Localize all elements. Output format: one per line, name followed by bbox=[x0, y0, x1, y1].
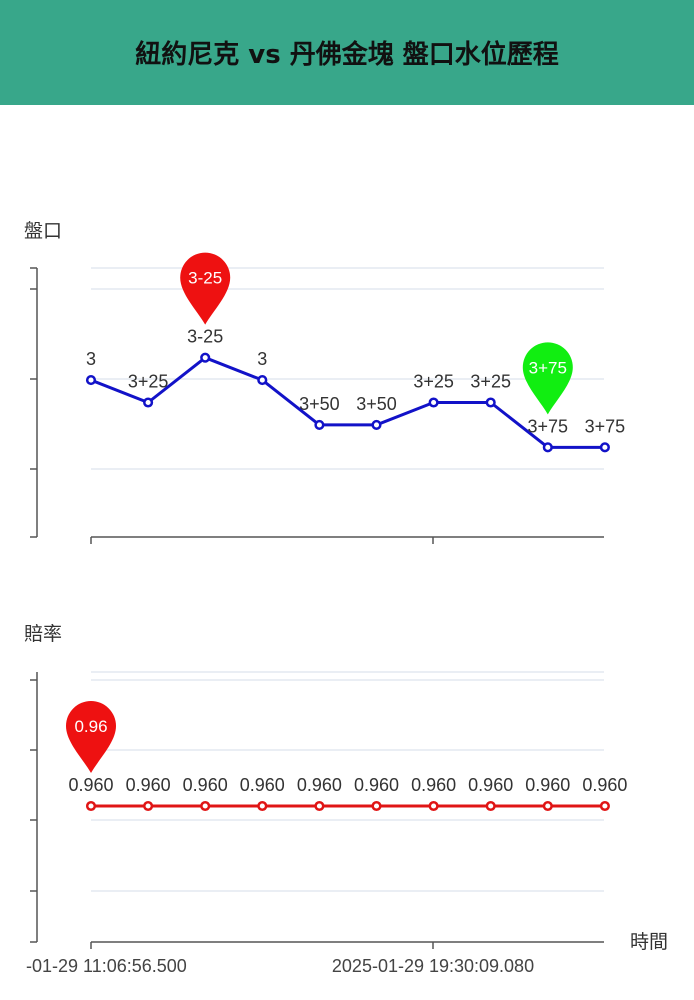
data-label: 0.960 bbox=[183, 775, 228, 795]
data-label: 3+25 bbox=[413, 372, 454, 392]
data-label: 3+25 bbox=[128, 372, 169, 392]
page-title: 紐約尼克 vs 丹佛金塊 盤口水位歷程 bbox=[135, 40, 559, 70]
marker-pin-shape bbox=[180, 252, 231, 325]
x-axis-label: 時間 bbox=[630, 931, 668, 953]
data-point bbox=[143, 397, 154, 408]
marker-pin-label: 3-25 bbox=[188, 269, 222, 288]
data-point bbox=[85, 375, 97, 386]
data-point bbox=[485, 397, 496, 408]
x-tick-label: -01-29 11:06:56.500 bbox=[26, 956, 187, 976]
data-label: 0.960 bbox=[411, 775, 456, 795]
data-label: 0.960 bbox=[354, 775, 399, 795]
data-label: 3+25 bbox=[470, 372, 511, 392]
data-point bbox=[200, 352, 211, 363]
data-label: 3 bbox=[257, 349, 267, 369]
data-point bbox=[85, 800, 97, 812]
data-label: 0.960 bbox=[297, 775, 342, 795]
data-label: 0.960 bbox=[468, 775, 513, 795]
data-point bbox=[200, 800, 211, 812]
data-label: 3+50 bbox=[299, 394, 340, 414]
y-axis-label: 盤口 bbox=[24, 220, 62, 242]
x-tick-label: 2025-01-29 19:30:09.080 bbox=[332, 956, 534, 976]
data-label: 3+75 bbox=[585, 416, 626, 436]
marker-pin: 0.96 bbox=[66, 701, 116, 773]
marker-pin: 3+75 bbox=[522, 342, 573, 415]
data-label: 3+50 bbox=[356, 394, 397, 414]
data-point bbox=[257, 800, 268, 812]
marker-pin: 3-25 bbox=[180, 252, 231, 325]
data-label: 0.960 bbox=[68, 775, 113, 795]
data-point bbox=[314, 800, 325, 812]
marker-pin-shape bbox=[66, 701, 116, 773]
data-point bbox=[143, 800, 154, 812]
marker-pin-label: 0.96 bbox=[74, 717, 107, 736]
data-point bbox=[428, 397, 439, 408]
marker-pin-label: 3+75 bbox=[529, 358, 567, 377]
data-point bbox=[371, 419, 382, 430]
data-label: 3+75 bbox=[528, 416, 569, 436]
data-point bbox=[428, 800, 439, 812]
data-point bbox=[314, 419, 325, 430]
data-label: 0.960 bbox=[240, 775, 285, 795]
data-point bbox=[485, 800, 496, 812]
data-point bbox=[542, 800, 553, 812]
data-point bbox=[599, 442, 610, 453]
data-point bbox=[371, 800, 382, 812]
data-point bbox=[542, 442, 553, 453]
header-bar: 紐約尼克 vs 丹佛金塊 盤口水位歷程 bbox=[0, 0, 694, 105]
data-label: 3-25 bbox=[187, 327, 223, 347]
data-label: 0.960 bbox=[525, 775, 570, 795]
data-label: 3 bbox=[86, 349, 96, 369]
data-label: 0.960 bbox=[126, 775, 171, 795]
marker-pin-shape bbox=[522, 342, 573, 415]
data-label: 0.960 bbox=[582, 775, 627, 795]
series-line bbox=[90, 356, 605, 449]
data-point bbox=[599, 800, 610, 812]
y-axis-label: 賠率 bbox=[24, 623, 62, 645]
data-point bbox=[257, 375, 268, 386]
